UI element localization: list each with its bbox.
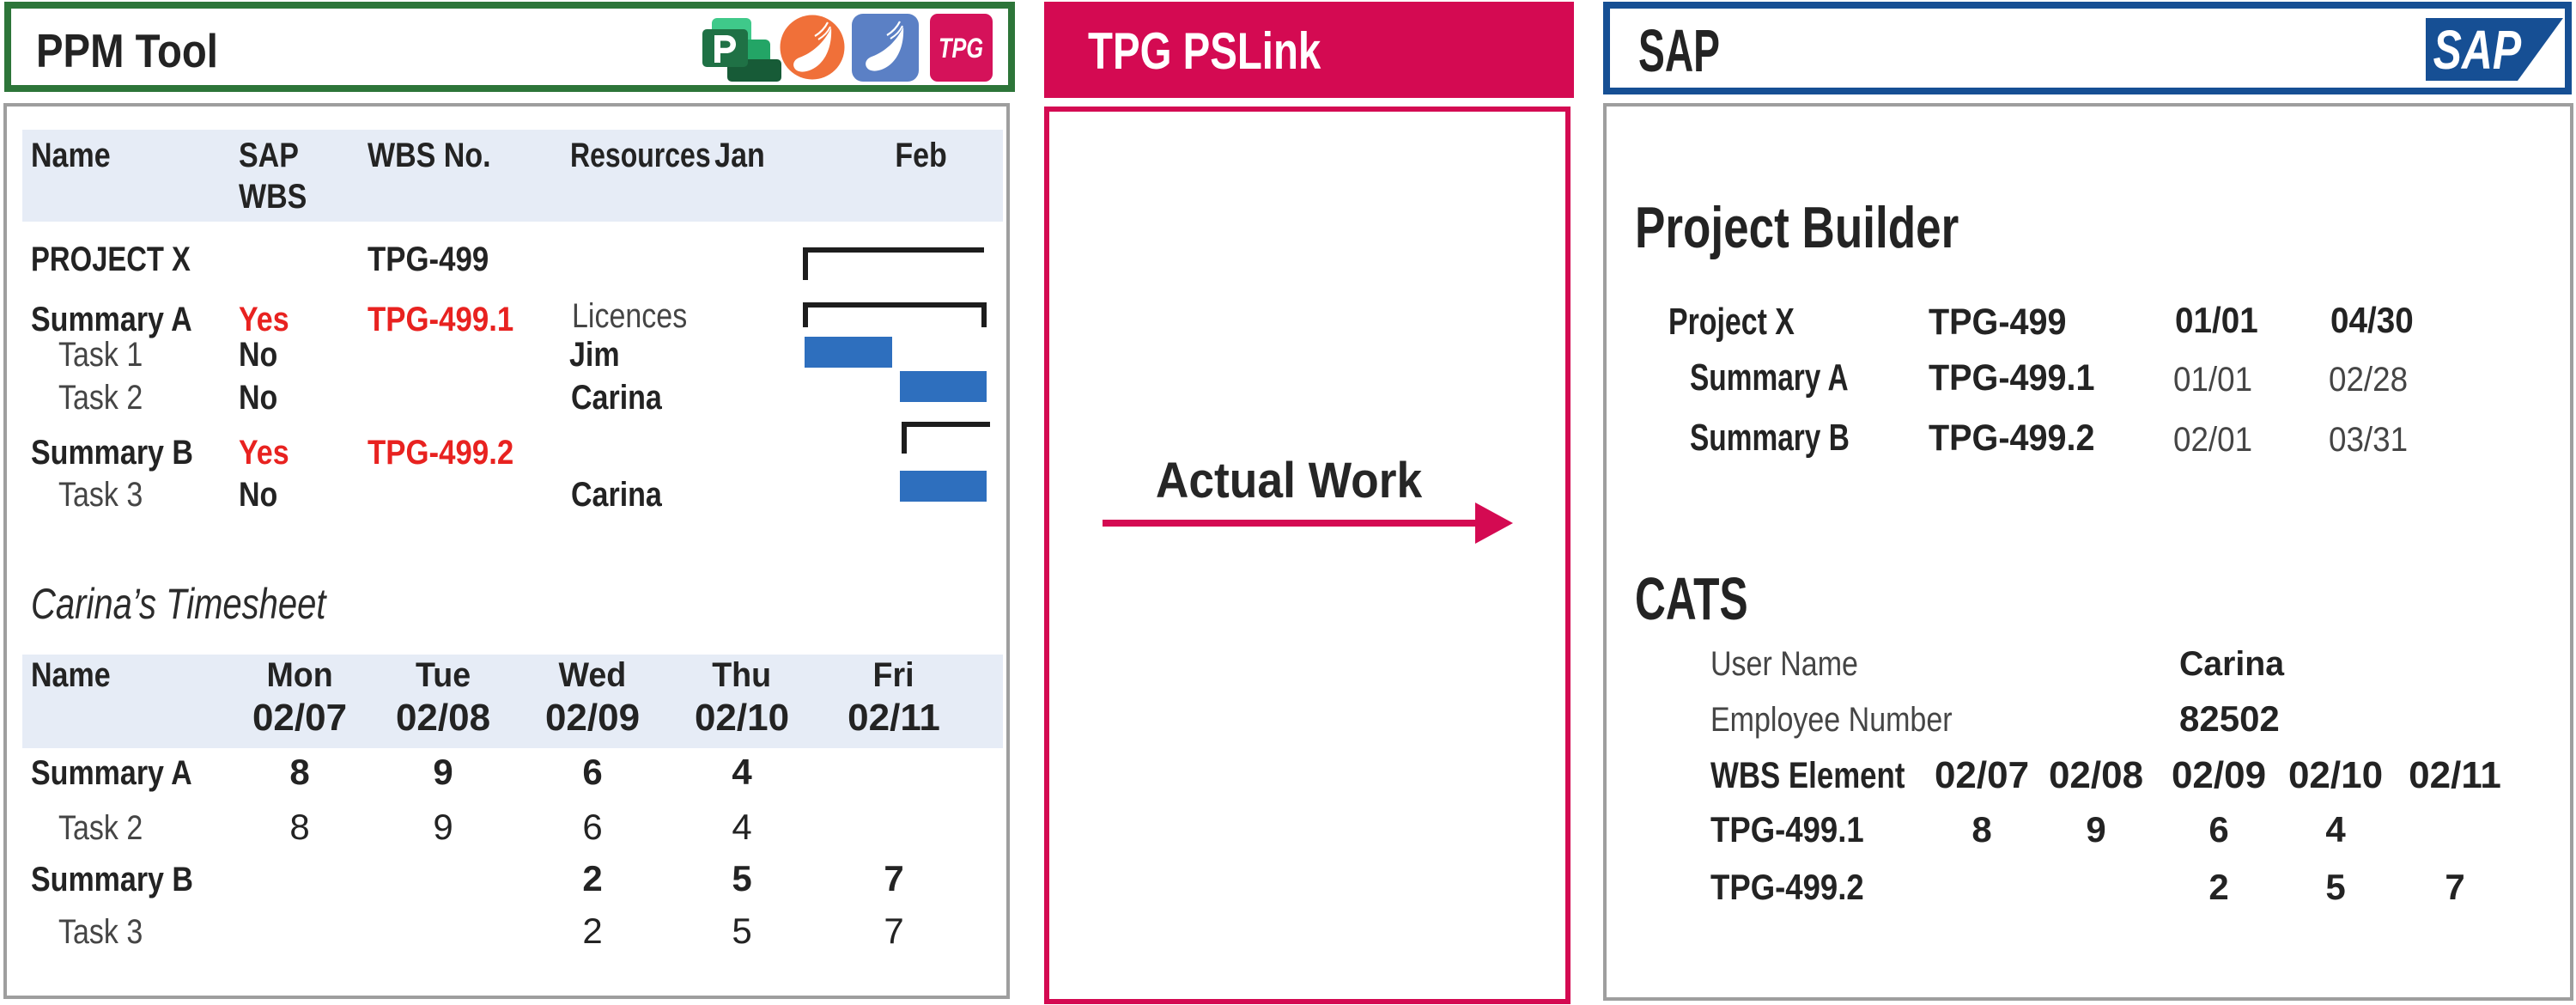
svg-text:SAP: SAP bbox=[2433, 20, 2522, 81]
svg-text:TPG: TPG bbox=[939, 33, 983, 64]
